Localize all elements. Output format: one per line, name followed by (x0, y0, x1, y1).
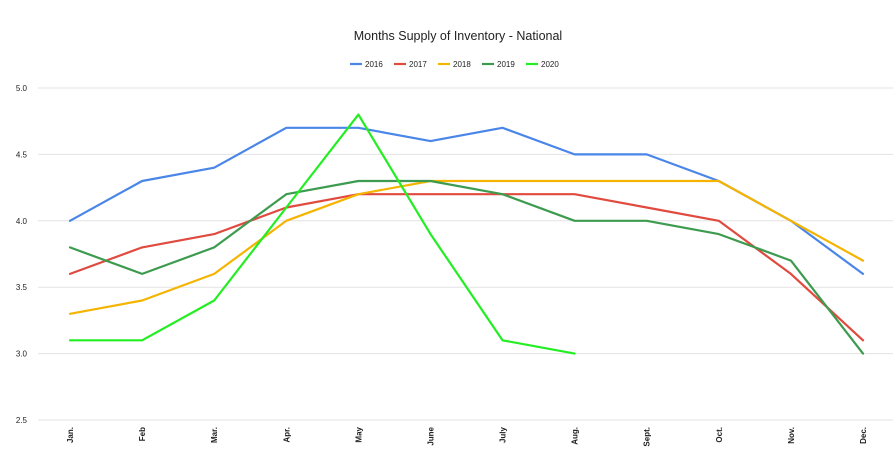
series-line-2019 (68, 179, 865, 355)
series-line-2017 (68, 193, 865, 342)
x-tick-label: Jan. (66, 427, 75, 443)
y-tick-label: 5.0 (16, 84, 28, 93)
x-tick-label: Feb (138, 427, 147, 441)
y-tick-label: 3.5 (16, 283, 28, 292)
x-tick-label: Oct. (715, 427, 724, 443)
x-tick-label: Aug. (571, 427, 580, 445)
x-tick-label: Dec. (859, 427, 868, 444)
y-tick-label: 3.0 (16, 350, 28, 359)
y-tick-label: 2.5 (16, 416, 28, 425)
x-tick-label: June (426, 426, 435, 445)
legend-label: 2017 (409, 60, 427, 69)
x-tick-label: July (499, 426, 508, 443)
legend-label: 2016 (365, 60, 383, 69)
legend-label: 2019 (497, 60, 515, 69)
x-tick-label: Sept. (643, 427, 652, 447)
legend-item-2017: 2017 (394, 60, 427, 69)
legend-label: 2020 (541, 60, 559, 69)
legend-item-2016: 2016 (350, 60, 383, 69)
chart-title: Months Supply of Inventory - National (354, 29, 562, 43)
legend-item-2019: 2019 (482, 60, 515, 69)
legend-label: 2018 (453, 60, 471, 69)
y-tick-label: 4.0 (16, 217, 28, 226)
legend-item-2018: 2018 (438, 60, 471, 69)
x-axis-ticks: Jan. Feb Mar. Apr. May June July Aug. Sept. Oct. N… (66, 426, 868, 446)
x-tick-label: May (354, 426, 363, 442)
gridlines (38, 87, 893, 421)
x-tick-label: Mar. (210, 427, 219, 443)
series-line-2018 (68, 179, 865, 315)
series-lines (68, 113, 865, 355)
legend-item-2020: 2020 (526, 60, 559, 69)
y-axis-ticks: 2.5 3.0 3.5 4.0 4.5 5.0 (16, 84, 28, 425)
y-tick-label: 4.5 (16, 150, 28, 159)
x-tick-label: Nov. (787, 427, 796, 444)
series-line-2020 (68, 113, 576, 355)
legend: 2016 2017 2018 2019 2020 (350, 60, 559, 69)
x-tick-label: Apr. (282, 427, 291, 443)
series-line-2016 (68, 126, 865, 275)
